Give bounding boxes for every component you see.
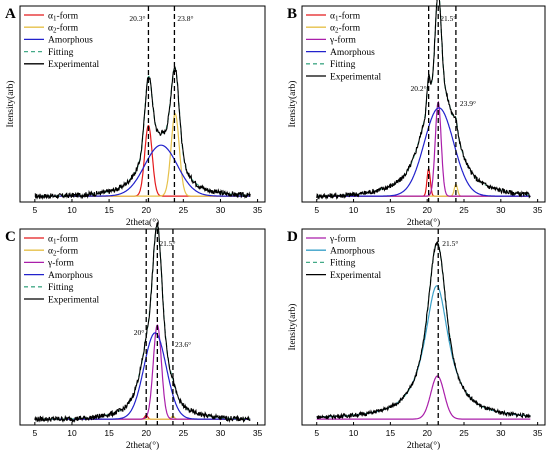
x-tick-label: 25 [459, 205, 469, 215]
legend-label: Fitting [330, 259, 356, 269]
legend-label: Amorphous [330, 48, 375, 58]
series--2-form-line [34, 112, 251, 197]
panel-C: C 5 10 15 20 25 30 35 2theta(°) 20° 21.5° 23.6° α1-f… [5, 221, 266, 451]
x-tick-label: 5 [314, 428, 319, 438]
legend-label: Amorphous [48, 36, 93, 46]
plot-frame [301, 228, 546, 426]
x-tick-label: 15 [386, 205, 396, 215]
series-experimental-line [316, 241, 531, 421]
x-tick-label: 15 [104, 205, 114, 215]
legend-label: Fitting [330, 60, 356, 70]
x-tick-label: 25 [459, 428, 469, 438]
series-experimental-line [316, 0, 531, 201]
x-tick-label: 30 [496, 428, 506, 438]
x-tick-label: 20 [422, 205, 432, 215]
legend-label: Fitting [48, 48, 74, 58]
x-tick-label: 20 [141, 428, 151, 438]
series-amorphous-line [34, 332, 251, 420]
peak-label: 21.5° [440, 14, 456, 23]
x-tick-label: 10 [67, 205, 77, 215]
peak-label: 23.8° [177, 14, 193, 23]
x-tick-label: 30 [496, 205, 506, 215]
x-tick-label: 20 [422, 428, 432, 438]
x-tick-label: 35 [253, 205, 263, 215]
x-tick-label: 25 [179, 428, 189, 438]
y-axis-title: Itensity(arb) [287, 304, 298, 351]
peak-label: 21.5° [442, 239, 458, 248]
x-tick-label: 5 [32, 205, 37, 215]
series-fitting-line [316, 242, 531, 418]
series-amorphous-line [316, 285, 531, 418]
legend-label: Amorphous [330, 247, 375, 257]
plot-frame [19, 228, 266, 426]
x-tick-label: 35 [533, 428, 543, 438]
plot-frame [301, 5, 546, 203]
peak-label: 20.2° [411, 84, 427, 93]
x-tick-label: 10 [349, 428, 359, 438]
legend-label: Amorphous [48, 271, 93, 281]
panel-letter: B [287, 6, 297, 22]
series--form-line [316, 100, 531, 197]
legend-label: γ-form [329, 233, 356, 244]
peak-label: 20.3° [129, 14, 145, 23]
x-tick-label: 15 [386, 428, 396, 438]
x-tick-label: 10 [67, 428, 77, 438]
legend-label: α2-form [330, 23, 361, 35]
series-experimental-line [34, 65, 251, 201]
legend-label: Experimental [48, 295, 100, 305]
series--form-line [316, 375, 531, 420]
legend-label: α1-form [330, 10, 361, 22]
plot-frame [19, 5, 266, 203]
legend-label: α2-form [48, 23, 79, 35]
x-tick-label: 10 [349, 205, 359, 215]
x-tick-label: 35 [533, 205, 543, 215]
series-amorphous-line [316, 107, 531, 197]
legend-label: α1-form [48, 233, 79, 245]
legend-label: Fitting [48, 283, 74, 293]
x-tick-label: 25 [179, 205, 189, 215]
series-amorphous-line [34, 144, 251, 197]
x-tick-label: 15 [104, 428, 114, 438]
panel-D: D 5 10 15 20 25 30 35 2theta(°) Itensity(arb) 21.5… [287, 228, 546, 451]
x-axis-title: 2theta(°) [407, 217, 440, 228]
series--1-form-line [316, 167, 531, 197]
series-experimental-line [34, 221, 251, 424]
x-axis-title: 2theta(°) [407, 440, 440, 451]
legend-label: Experimental [330, 271, 382, 281]
x-tick-label: 5 [314, 205, 319, 215]
panel-B: B 5 10 15 20 25 30 35 2theta(°) Itensity(arb) 20.2… [287, 0, 546, 228]
panel-letter: D [287, 229, 298, 245]
x-axis-title: 2theta(°) [126, 440, 159, 451]
x-tick-label: 30 [216, 428, 226, 438]
x-tick-label: 5 [32, 428, 37, 438]
legend-label: γ-form [329, 35, 356, 46]
panel-A: A 5 10 15 20 25 30 35 2theta(°) Itensity(arb) 20.3… [5, 5, 266, 228]
legend-label: γ-form [47, 258, 74, 269]
legend-label: Experimental [48, 60, 100, 70]
panel-letter: C [5, 229, 16, 245]
peak-label: 23.6° [175, 340, 191, 349]
x-tick-label: 35 [253, 428, 263, 438]
peak-label: 21.5° [159, 239, 175, 248]
legend-label: α2-form [48, 246, 79, 258]
y-axis-title: Itensity(arb) [5, 81, 16, 128]
legend-label: Experimental [330, 72, 382, 82]
legend-label: α1-form [48, 10, 79, 22]
peak-label: 20° [134, 328, 145, 337]
panel-letter: A [5, 6, 16, 22]
peak-label: 23.9° [460, 99, 476, 108]
x-axis-title: 2theta(°) [126, 217, 159, 228]
y-axis-title: Itensity(arb) [287, 81, 298, 128]
x-tick-label: 30 [216, 205, 226, 215]
x-tick-label: 20 [141, 205, 151, 215]
